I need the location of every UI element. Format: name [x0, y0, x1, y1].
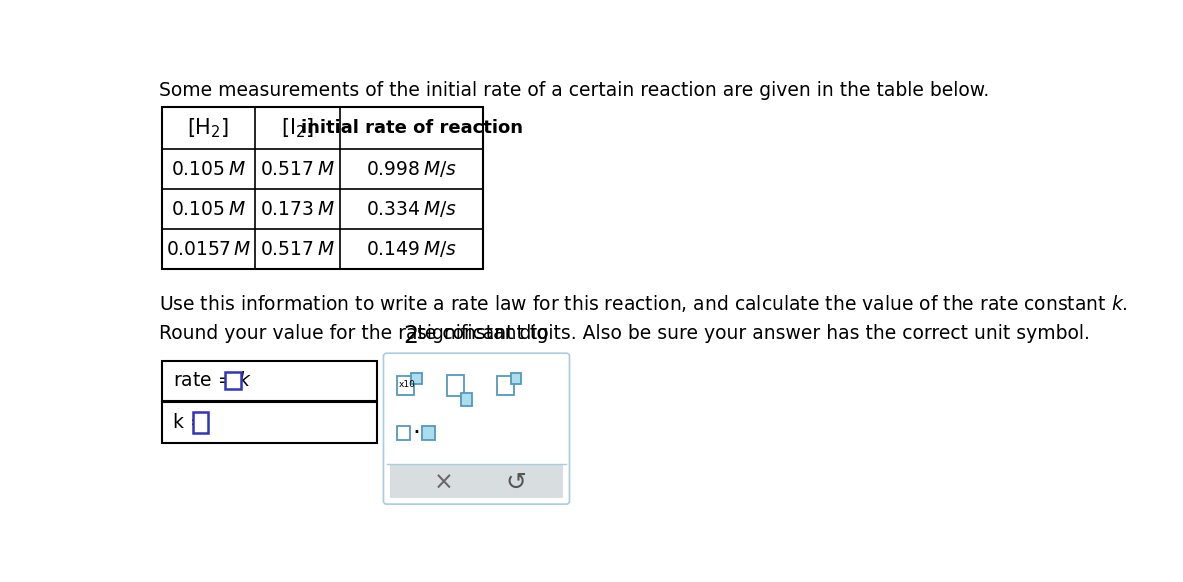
Text: k =: k = [173, 413, 212, 432]
Text: 2: 2 [403, 324, 418, 348]
Bar [511, 373, 522, 384]
Bar [397, 377, 414, 395]
Bar [412, 373, 422, 384]
Text: ·: · [412, 421, 420, 445]
Text: Round your value for the rate constant to: Round your value for the rate constant t… [159, 324, 555, 343]
Bar [397, 427, 409, 440]
Text: 0.998 $M/s$: 0.998 $M/s$ [366, 159, 458, 179]
Text: 0.173 $M$: 0.173 $M$ [260, 200, 335, 219]
Text: x10: x10 [399, 379, 416, 389]
Text: 0.334 $M/s$: 0.334 $M/s$ [366, 199, 458, 219]
Text: rate = $k$: rate = $k$ [173, 371, 252, 391]
Bar [162, 361, 377, 401]
Text: 0.105 $M$: 0.105 $M$ [170, 159, 246, 179]
Text: [H$_2$]: [H$_2$] [187, 116, 230, 140]
Bar [497, 377, 513, 395]
Bar [162, 107, 484, 269]
Bar [193, 411, 208, 433]
Text: 0.517 $M$: 0.517 $M$ [260, 240, 335, 259]
Text: 0.105 $M$: 0.105 $M$ [170, 200, 246, 219]
Bar [447, 375, 464, 396]
Bar [389, 464, 563, 498]
Text: [I$_2$]: [I$_2$] [282, 116, 313, 140]
Bar [461, 393, 472, 406]
Bar [162, 403, 377, 442]
FancyBboxPatch shape [383, 353, 569, 504]
Text: 0.517 $M$: 0.517 $M$ [260, 159, 335, 179]
Text: 0.0157 $M$: 0.0157 $M$ [166, 240, 251, 259]
Text: 0.149 $M/s$: 0.149 $M/s$ [366, 239, 458, 259]
Text: Some measurements of the initial rate of a certain reaction are given in the tab: Some measurements of the initial rate of… [159, 81, 989, 100]
Text: initial rate of reaction: initial rate of reaction [300, 119, 523, 137]
Text: significant digits. Also be sure your answer has the correct unit symbol.: significant digits. Also be sure your an… [412, 324, 1091, 343]
Bar [226, 372, 241, 389]
Bar [422, 427, 434, 440]
Text: Use this information to write a rate law for this reaction, and calculate the va: Use this information to write a rate law… [159, 293, 1127, 314]
Text: ↺: ↺ [505, 471, 526, 495]
Text: ×: × [434, 471, 454, 495]
